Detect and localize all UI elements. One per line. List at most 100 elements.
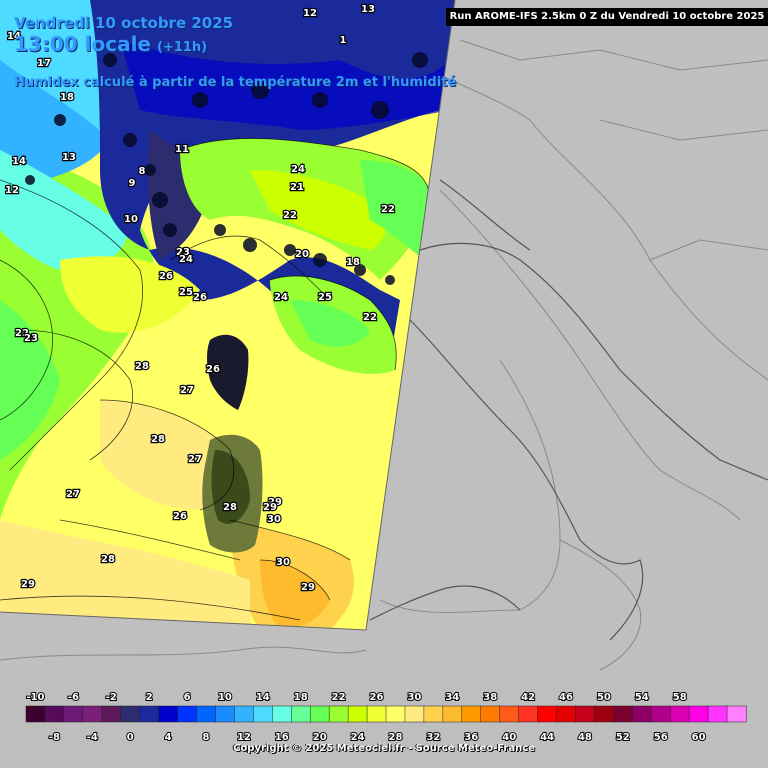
- field-value-label: 8: [139, 166, 146, 177]
- legend-bottom-tick: 0: [127, 732, 134, 743]
- field-value-label: 14: [12, 156, 26, 167]
- field-value-label: 30: [276, 557, 290, 568]
- legend-swatch: [669, 705, 690, 723]
- legend-swatch: [575, 705, 595, 723]
- legend-top-ticks: -10 -6 -2 2 6 10 14 18 22 26 30 34 38 42 46 50 54 58: [25, 691, 687, 704]
- legend-swatch: [537, 705, 558, 723]
- field-value-label: 30: [267, 514, 281, 525]
- legend-top-tick: 30: [407, 692, 421, 703]
- field-value-label: 27: [180, 385, 194, 396]
- model-run-banner: Run AROME-IFS 2.5km 0 Z du Vendredi 10 o…: [446, 8, 768, 26]
- legend-bottom-tick: 44: [540, 732, 554, 743]
- coastlines: [369, 179, 768, 641]
- field-value-label: 23: [176, 247, 190, 258]
- field-value-label: 27: [188, 454, 202, 465]
- legend-swatch: [442, 705, 463, 723]
- legend-swatch: [385, 705, 406, 723]
- legend-bottom-tick: 52: [616, 732, 630, 743]
- legend-swatch: [632, 705, 652, 723]
- legend-swatch: [272, 705, 292, 723]
- field-value-label: 1: [340, 35, 347, 46]
- field-value-label: 24: [291, 164, 305, 175]
- legend-swatch: [499, 705, 520, 723]
- legend-swatch: [594, 705, 614, 723]
- field-value-label: 28: [151, 434, 165, 445]
- legend-swatch: [63, 705, 84, 723]
- legend-swatch: [404, 705, 425, 723]
- legend-swatch: [423, 705, 444, 723]
- field-value-label: 13: [62, 152, 76, 163]
- legend-top-tick: 42: [521, 692, 535, 703]
- legend-bottom-tick: 36: [464, 732, 478, 743]
- field-value-label: 28: [223, 502, 237, 513]
- field-value-label: 11: [175, 144, 189, 155]
- field-value-label: 27: [66, 489, 80, 500]
- humidex-map: 12 13141817189111012131424212223242526222…: [0, 0, 768, 671]
- field-value-labels: 12 13141817189111012131424212223242526222…: [4, 3, 396, 594]
- field-value-label: 10: [124, 214, 138, 225]
- legend-bottom-tick: 24: [351, 732, 365, 743]
- copyright-notice: Copyright © 2025 Meteociel.fr - Source M…: [233, 743, 535, 754]
- legend-swatch: [291, 705, 311, 723]
- legend-top-tick: 50: [597, 692, 611, 703]
- legend-top-tick: -10: [26, 692, 44, 703]
- legend-swatch: [480, 705, 501, 723]
- field-value-label: 18: [60, 92, 74, 103]
- legend-swatch: [82, 705, 103, 723]
- alps-dark-detail: [25, 52, 428, 285]
- legend-swatch: [651, 705, 671, 723]
- legend-swatch: [44, 705, 65, 723]
- field-value-label: 28: [101, 554, 115, 565]
- legend-bottom-tick: 40: [502, 732, 516, 743]
- field-value-label: 29: [268, 497, 282, 508]
- legend-swatch: [177, 705, 198, 723]
- field-value-label: 24: [274, 292, 288, 303]
- humidex-field: [0, 0, 455, 630]
- legend-top-tick: 10: [218, 692, 232, 703]
- legend-swatch: [726, 705, 747, 723]
- legend-bottom-tick: 20: [313, 732, 327, 743]
- field-value-label: 12: [303, 8, 317, 19]
- field-value-label: 22: [283, 210, 297, 221]
- legend-swatch: [120, 705, 141, 723]
- legend-swatch: [253, 705, 273, 723]
- legend-bottom-tick: 4: [165, 732, 172, 743]
- field-value-label: 14: [7, 31, 21, 42]
- legend-swatch: [139, 705, 160, 723]
- field-value-label: 24: [179, 254, 193, 265]
- legend-top-tick: 26: [370, 692, 384, 703]
- legend-swatch: [347, 705, 368, 723]
- field-value-label: 25: [179, 287, 193, 298]
- legend-swatches: [25, 705, 747, 723]
- field-value-label: 26: [206, 364, 220, 375]
- legend-swatch: [688, 705, 709, 723]
- legend-bottom-tick: -8: [49, 732, 60, 743]
- legend-bottom-ticks: -8 -4 0 4 8 12 16 20 24 28 32 36 40 44 48 52 56 60: [48, 731, 707, 744]
- legend-swatch: [196, 705, 217, 723]
- corsica-island: [207, 334, 249, 410]
- legend-bottom-tick: 48: [578, 732, 592, 743]
- legend-swatch: [613, 705, 633, 723]
- forecast-offset: (+11h): [157, 40, 208, 55]
- forecast-time: 13:00 locale (+11h): [14, 32, 207, 56]
- map-description: Humidex calculé à partir de la températu…: [14, 75, 457, 90]
- field-value-label: 26: [159, 271, 173, 282]
- color-scale-legend: -10 -6 -2 2 6 10 14 18 22 26 30 34 38 42 46 50 54 58 -8 -4…: [25, 691, 747, 744]
- legend-swatch: [366, 705, 387, 723]
- forecast-local-time: 13:00 locale: [14, 32, 151, 56]
- field-value-label: 17: [37, 58, 51, 69]
- legend-swatch: [234, 705, 254, 723]
- country-borders: [0, 39, 768, 671]
- legend-top-tick: 6: [184, 692, 191, 703]
- field-value-label: 13: [361, 4, 375, 15]
- field-value-label: 22: [363, 312, 377, 323]
- legend-top-tick: -2: [106, 692, 117, 703]
- legend-swatch: [518, 705, 539, 723]
- field-value-label: 23: [24, 333, 38, 344]
- legend-bottom-tick: 28: [389, 732, 403, 743]
- legend-swatch: [328, 705, 349, 723]
- legend-swatch: [309, 705, 330, 723]
- legend-bottom-tick: 16: [275, 732, 289, 743]
- legend-bottom-tick: 60: [692, 732, 706, 743]
